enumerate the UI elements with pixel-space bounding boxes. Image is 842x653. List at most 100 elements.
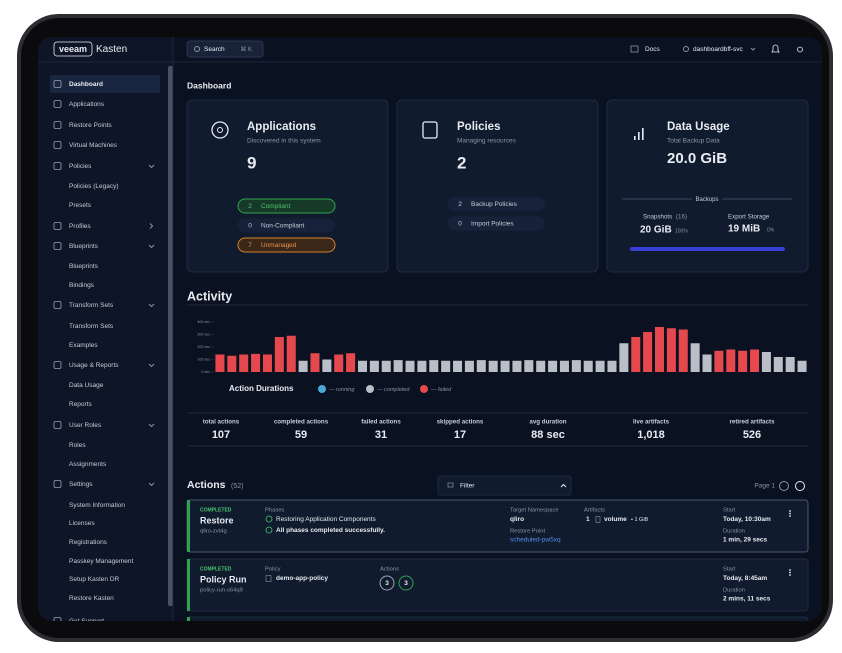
docs-link[interactable]: Docs: [645, 46, 661, 53]
bar: [274, 337, 284, 372]
chevron: [148, 363, 155, 368]
bar: [381, 360, 391, 372]
bar: [251, 353, 261, 372]
page-prev[interactable]: [779, 481, 789, 491]
nav-item[interactable]: Passkey Management: [69, 558, 134, 565]
nav-item[interactable]: Data Usage: [69, 382, 104, 389]
field-value: • 1 GiB: [631, 517, 649, 523]
filter-box[interactable]: [437, 475, 572, 496]
nav-item[interactable]: Examples: [69, 342, 98, 349]
page-next[interactable]: [795, 481, 805, 491]
metric-value: 20 GiB: [640, 225, 672, 236]
nav-item[interactable]: Assignments: [69, 461, 107, 468]
bar: [453, 360, 463, 372]
scrollbar: [168, 66, 173, 606]
bar: [595, 360, 605, 372]
card-title: Applications: [247, 121, 316, 133]
metric-value: 19 MiB: [728, 224, 760, 235]
bar: [631, 337, 641, 372]
nav-item[interactable]: Restore Kasten: [69, 595, 114, 602]
nav-item[interactable]: Registrations: [69, 539, 108, 546]
screen: veeam Kasten Search ⌘ K Docs dashboardbff-svc…: [38, 37, 822, 637]
stat-label: avg duration: [529, 419, 566, 426]
nav-item[interactable]: Setup Kasten DR: [69, 576, 120, 583]
card-value: 20.0 GiB: [667, 150, 727, 167]
bar: [654, 327, 665, 372]
field-label: Duration: [723, 529, 745, 535]
restore-point-link[interactable]: scheduled-pw5xq: [510, 537, 561, 544]
policy-icon: [265, 575, 272, 582]
bar: [298, 360, 308, 372]
bar: [357, 360, 368, 372]
nav-item[interactable]: Licenses: [69, 520, 95, 527]
nav-item[interactable]: Blueprints: [69, 243, 99, 250]
section-title: Actions: [187, 479, 226, 491]
action-row[interactable]: [186, 616, 809, 637]
nav-icon: [53, 80, 62, 88]
chevron: [560, 483, 567, 488]
stat-label: total actions: [203, 419, 240, 426]
pill-count: 0: [248, 223, 252, 230]
kebab-dot: [789, 574, 791, 576]
action-count: 3: [404, 580, 408, 587]
nav-item[interactable]: Reports: [69, 401, 93, 408]
stat-value: 526: [743, 429, 761, 441]
bar: [310, 353, 320, 372]
bar: [393, 360, 403, 372]
card-title: Policies: [457, 121, 500, 133]
field-value: 2 mins, 11 secs: [723, 596, 771, 603]
bar: [678, 329, 688, 372]
nav-item[interactable]: System Information: [69, 502, 125, 509]
stat-value: 17: [454, 429, 466, 441]
bar: [262, 354, 272, 372]
nav-item[interactable]: Policies: [69, 163, 92, 170]
nav-item[interactable]: Bindings: [69, 282, 95, 289]
nav-item[interactable]: Dashboard: [69, 81, 103, 88]
nav-item[interactable]: Profiles: [69, 223, 91, 230]
bar: [773, 357, 783, 372]
nav-item[interactable]: User Roles: [69, 422, 102, 429]
nav-item[interactable]: Transform Sets: [69, 323, 114, 330]
chevron: [750, 47, 756, 51]
user-menu[interactable]: dashboardbff-svc: [693, 46, 743, 53]
nav-item[interactable]: Presets: [69, 202, 92, 209]
nav-icon: [53, 100, 62, 108]
theme-icon[interactable]: [797, 46, 803, 53]
nav-item[interactable]: Virtual Machines: [69, 142, 118, 149]
bar: [239, 354, 249, 372]
nav-item[interactable]: Get Support: [69, 618, 104, 625]
search-box[interactable]: [186, 40, 264, 58]
nav-item[interactable]: Restore Points: [69, 122, 112, 129]
nav-icon: [53, 480, 62, 488]
field-value: Today, 10:30am: [723, 516, 771, 523]
bar: [761, 352, 771, 372]
nav-item[interactable]: Policies (Legacy): [69, 183, 119, 190]
nav-item[interactable]: Roles: [69, 442, 86, 449]
bar: [797, 360, 807, 372]
field-label: Start: [723, 508, 736, 514]
bar: [334, 354, 344, 372]
check-icon: [265, 526, 273, 534]
nav-item[interactable]: Applications: [69, 101, 105, 108]
nav-item[interactable]: Transform Sets: [69, 302, 114, 309]
y-tick-label: 100 sec: [197, 357, 210, 361]
bar: [464, 360, 474, 372]
bar: [512, 360, 522, 372]
bell-icon[interactable]: [771, 44, 780, 53]
pill-count: 2: [248, 203, 252, 210]
nav-item[interactable]: Blueprints: [69, 263, 99, 270]
section-count: (52): [231, 483, 243, 490]
bar: [559, 360, 569, 372]
action-status: COMPLETED: [200, 566, 232, 572]
nav-item[interactable]: Usage & Reports: [69, 362, 119, 369]
kebab-dot: [789, 515, 791, 517]
filter-text[interactable]: Filter: [460, 483, 475, 490]
nav-item[interactable]: Settings: [69, 481, 93, 488]
field-value: volume: [604, 516, 627, 523]
bar: [607, 360, 617, 372]
pill-label: Compliant: [261, 203, 290, 210]
search-text[interactable]: Search: [204, 46, 225, 53]
volume-icon: [595, 516, 601, 523]
bar: [643, 332, 653, 372]
bar: [666, 328, 676, 372]
